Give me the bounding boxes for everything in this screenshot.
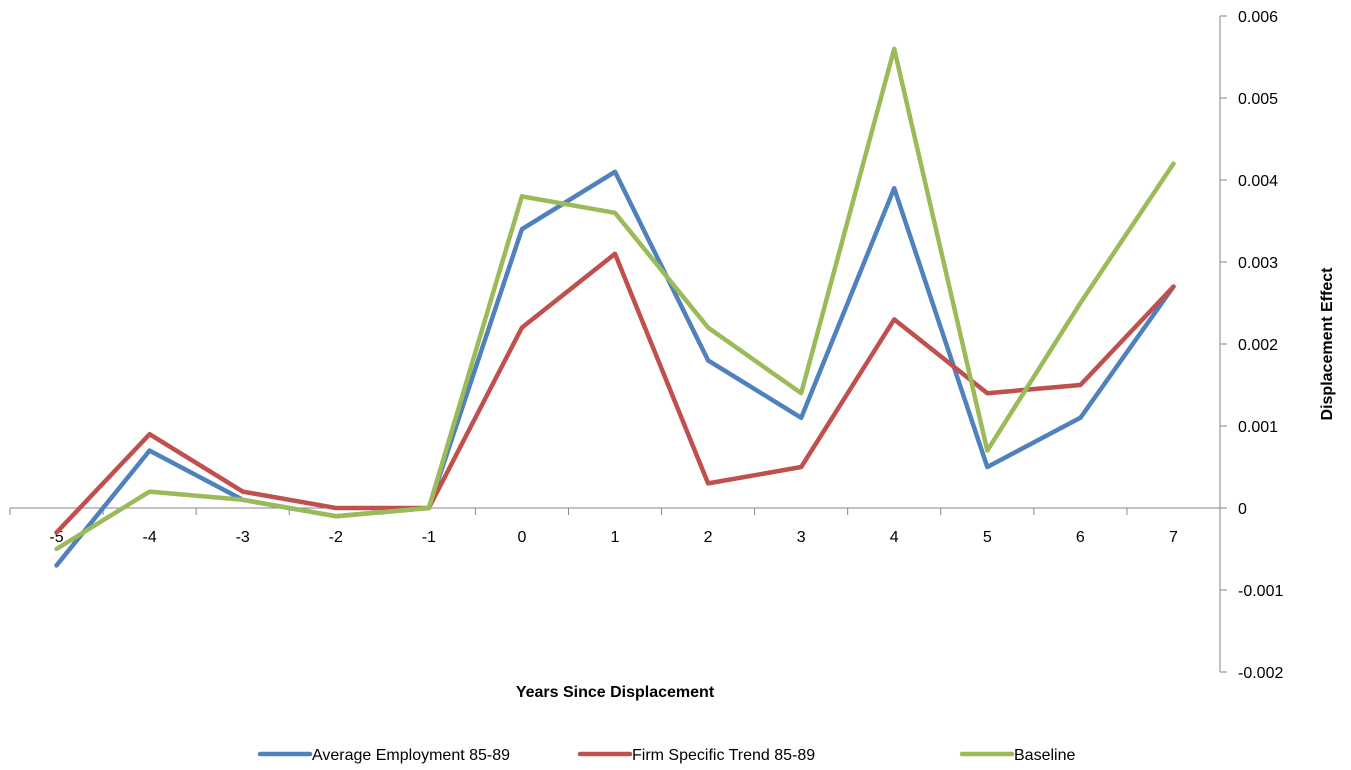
series-line-2: [54, 251, 1176, 535]
x-axis: -5 -4 -3 -2 -1 0 1 2 3 4 5 6 7: [9, 507, 1221, 546]
y-tick-label: 0.001: [1238, 419, 1278, 436]
y-tick-label: -0.002: [1238, 665, 1283, 682]
x-tick-label: 2: [704, 529, 713, 546]
y-tick-label: 0.002: [1238, 337, 1278, 354]
x-tick-label: 1: [611, 529, 620, 546]
x-tick-label: -5: [49, 529, 63, 546]
y-tick-label: -0.001: [1238, 583, 1283, 600]
legend-label-3: Baseline: [1014, 747, 1075, 764]
legend: Average Employment 85-89 Firm Specific Tr…: [257, 747, 1075, 764]
x-tick-label: -2: [329, 529, 343, 546]
y-tick-label: 0.006: [1238, 9, 1278, 26]
y-axis: 0.006 0.005 0.004 0.003 0.002 0.001 0 -0.001 -0.…: [1219, 9, 1283, 682]
y-tick-label: 0.004: [1238, 173, 1278, 190]
y-tick-label: 0.005: [1238, 91, 1278, 108]
x-tick-label: -3: [236, 529, 250, 546]
y-tick-label: 0.003: [1238, 255, 1278, 272]
x-tick-label: -1: [422, 529, 436, 546]
legend-label-2: Firm Specific Trend 85-89: [632, 747, 815, 764]
x-tick-label: 7: [1169, 529, 1178, 546]
x-tick-label: -4: [142, 529, 156, 546]
y-axis-title: Displacement Effect: [1319, 267, 1336, 421]
series-line-3: [54, 46, 1176, 552]
series-lines: [54, 46, 1176, 568]
y-tick-label: 0: [1238, 501, 1247, 518]
x-tick-label: 4: [890, 529, 899, 546]
x-tick-label: 5: [983, 529, 992, 546]
x-tick-label: 0: [517, 529, 526, 546]
x-axis-title: Years Since Displacement: [516, 684, 715, 701]
legend-label-1: Average Employment 85-89: [312, 747, 510, 764]
x-tick-label: 6: [1076, 529, 1085, 546]
series-line-1: [54, 169, 1176, 568]
x-tick-label: 3: [797, 529, 806, 546]
